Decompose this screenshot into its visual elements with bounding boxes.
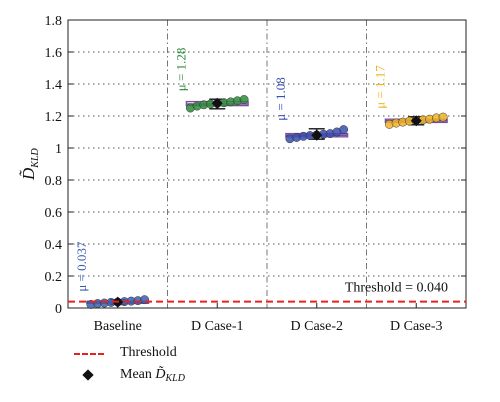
mean-marker-2 (311, 129, 323, 141)
y-tick-label-7: 1.4 (45, 78, 63, 93)
y-tick-label-9: 1.8 (45, 14, 63, 29)
x-category-label-1: D Case-1 (191, 319, 244, 334)
category-separators (167, 20, 367, 308)
y-axis-label-main: D̃ (19, 167, 38, 181)
legend: Threshold Mean D̃KLD (70, 342, 270, 392)
y-tick-label-3: 0.6 (45, 206, 63, 221)
box-group-3 (384, 112, 448, 129)
box-group-2 (285, 125, 349, 144)
y-axis-label-subscript: KLD (30, 147, 41, 168)
mean-marker-1 (211, 97, 223, 109)
legend-mean-label: Mean D̃KLD (120, 367, 185, 384)
box-group-1 (185, 95, 249, 113)
data-point-2-8 (339, 125, 349, 135)
y-tick-label-1: 0.2 (45, 270, 63, 285)
data-point-0-8 (140, 295, 150, 305)
grid-lines (68, 51, 466, 277)
mean-annotation-1: μ = 1.28 (174, 48, 189, 92)
x-category-label-3: D Case-3 (390, 319, 443, 334)
y-axis-label-text: D̃KLD (19, 147, 41, 181)
legend-item-mean: Mean D̃KLD (70, 366, 270, 386)
box-plot-chart: 0 0.2 0.4 0.6 0.8 1 1.2 1.4 1.6 1.8 Baseline D Cas… (19, 14, 467, 334)
legend-item-threshold: Threshold (70, 344, 270, 364)
y-tick-label-8: 1.6 (45, 46, 63, 61)
x-axis-category-labels: Baseline D Case-1 D Case-2 D Case-3 (94, 303, 443, 334)
mean-diamond-icon (82, 369, 94, 381)
y-axis-ticks: 0 0.2 0.4 0.6 0.8 1 1.2 1.4 1.6 1.8 (45, 14, 466, 317)
threshold-dash-icon (74, 353, 104, 355)
plot-frame (67, 19, 467, 309)
y-tick-label-2: 0.4 (45, 238, 63, 253)
y-tick-label-6: 1.2 (45, 110, 63, 125)
mean-annotations: μ = 0.037 μ = 1.28 μ = 1.08 μ = 1.17 (74, 48, 388, 292)
plot-border (67, 19, 467, 309)
box-series (86, 95, 448, 309)
y-tick-label-5: 1 (55, 142, 62, 157)
data-point-1-8 (239, 95, 249, 104)
y-tick-label-4: 0.8 (45, 174, 63, 189)
data-point-3-8 (438, 112, 448, 122)
y-tick-label-0: 0 (55, 302, 62, 317)
mean-marker-3 (410, 115, 422, 127)
mean-annotation-3: μ = 1.17 (373, 65, 388, 109)
threshold-line-group: Threshold = 0.040 (68, 281, 466, 303)
x-category-label-2: D Case-2 (291, 319, 344, 334)
legend-mean-subscript: KLD (165, 373, 185, 384)
legend-mean-symbol: D̃ (155, 367, 166, 382)
threshold-label: Threshold = 0.040 (345, 281, 448, 296)
legend-mean-prefix: Mean (120, 367, 156, 382)
mean-annotation-2: μ = 1.08 (273, 77, 288, 121)
mean-annotation-0: μ = 0.037 (74, 241, 89, 292)
legend-threshold-label: Threshold (120, 345, 177, 360)
y-axis-label: D̃KLD (19, 147, 41, 181)
x-category-label-0: Baseline (94, 319, 142, 334)
